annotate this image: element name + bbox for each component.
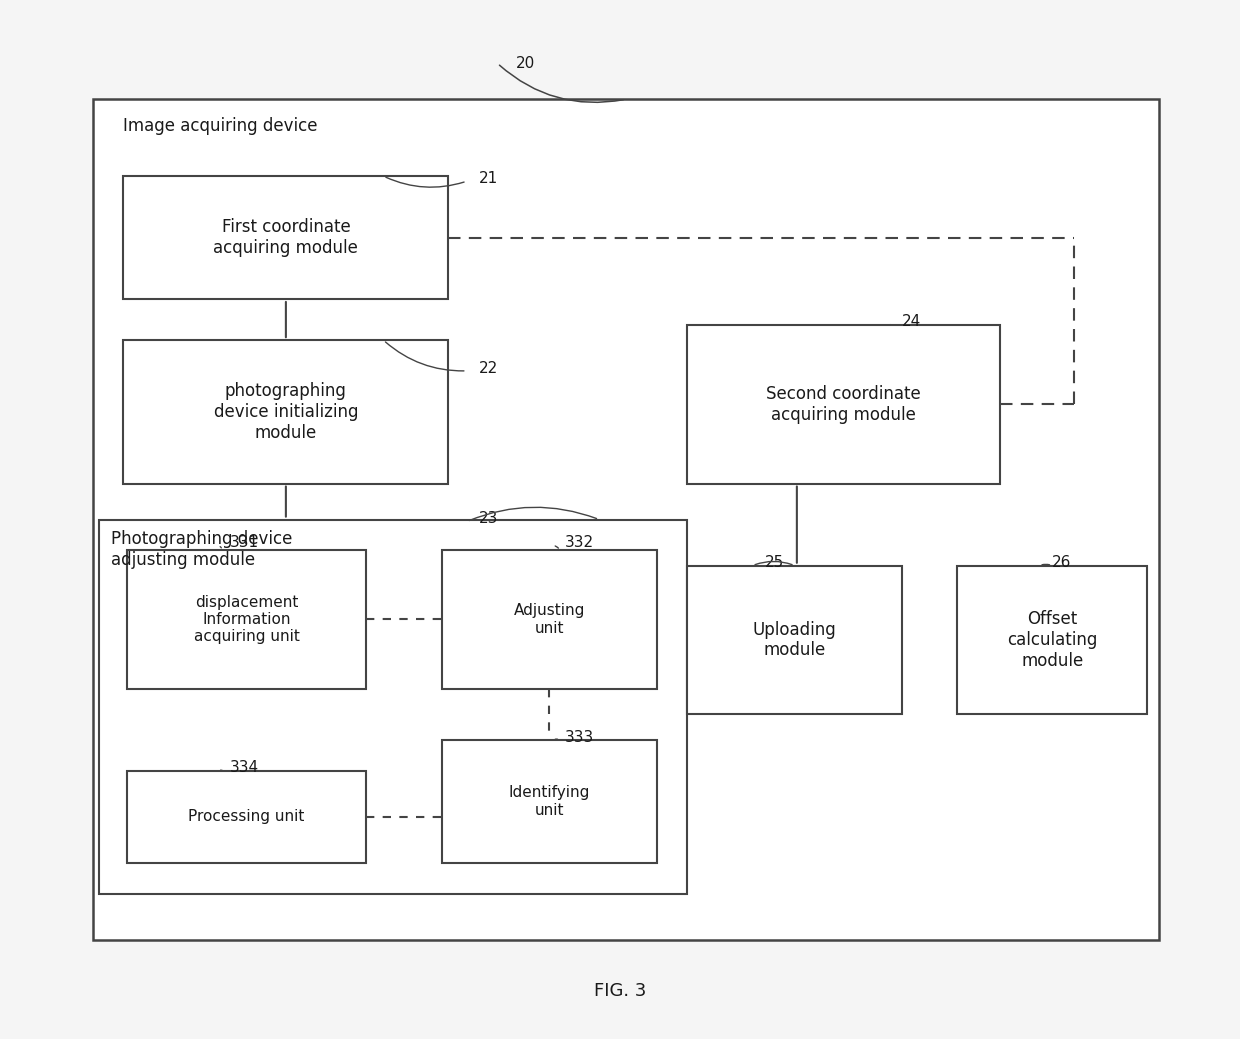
Text: 21: 21 xyxy=(479,171,498,186)
Bar xyxy=(687,325,1001,483)
Bar xyxy=(443,740,657,863)
Bar xyxy=(687,565,901,714)
Text: 23: 23 xyxy=(479,511,498,527)
Text: 331: 331 xyxy=(231,535,259,550)
Text: 333: 333 xyxy=(565,729,594,745)
Bar xyxy=(128,551,366,689)
Bar xyxy=(124,176,449,299)
Text: 24: 24 xyxy=(901,315,921,329)
Bar xyxy=(687,329,901,417)
Text: 334: 334 xyxy=(231,761,259,775)
Bar xyxy=(957,565,1147,714)
Bar xyxy=(99,520,687,894)
Text: Second coordinate
acquiring module: Second coordinate acquiring module xyxy=(766,384,921,424)
Text: Processing unit: Processing unit xyxy=(188,809,305,824)
Text: Photographing device
adjusting module: Photographing device adjusting module xyxy=(112,530,293,568)
Text: Identifying
unit: Identifying unit xyxy=(508,785,590,818)
Bar xyxy=(443,551,657,689)
Bar xyxy=(124,340,449,483)
Text: Uploading
module: Uploading module xyxy=(753,620,837,660)
Text: 25: 25 xyxy=(765,556,784,570)
Bar xyxy=(93,99,1159,940)
Text: 20: 20 xyxy=(516,56,534,71)
Text: 22: 22 xyxy=(479,361,498,376)
Text: Offset
calculating
module: Offset calculating module xyxy=(1007,610,1097,670)
Text: photographing
device initializing
module: photographing device initializing module xyxy=(213,382,358,442)
Text: displacement
Information
acquiring unit: displacement Information acquiring unit xyxy=(193,594,300,644)
Text: 26: 26 xyxy=(1052,556,1071,570)
Text: 332: 332 xyxy=(565,535,594,550)
Text: Adjusting
unit: Adjusting unit xyxy=(513,604,585,636)
Text: First coordinate
acquiring module: First coordinate acquiring module xyxy=(213,218,358,257)
Text: Image acquiring device: Image acquiring device xyxy=(124,117,317,135)
Bar xyxy=(128,771,366,863)
Text: FIG. 3: FIG. 3 xyxy=(594,982,646,1001)
